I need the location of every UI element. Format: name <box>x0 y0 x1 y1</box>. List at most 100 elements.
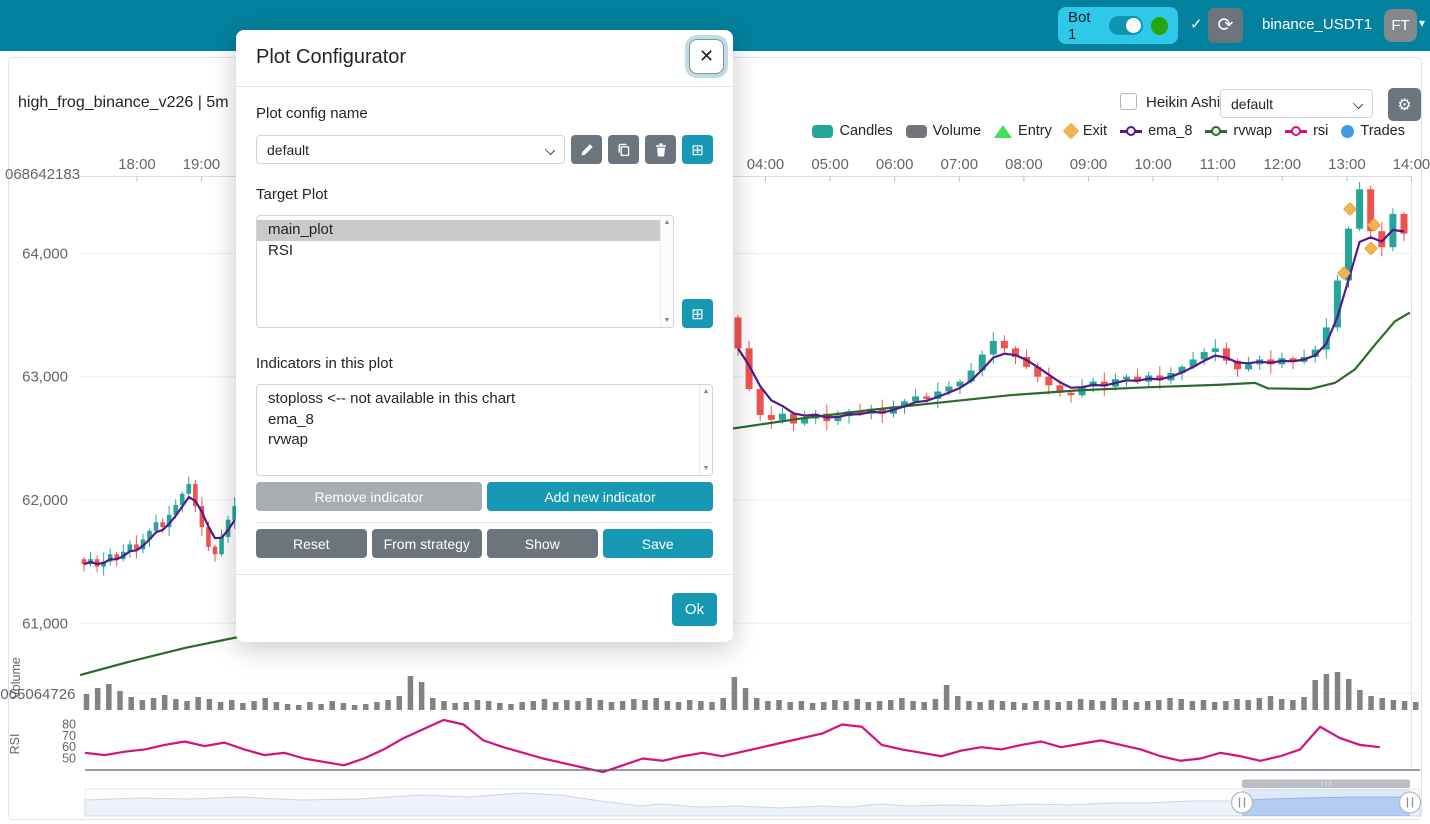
show-button[interactable]: Show <box>487 529 598 558</box>
config-name-select[interactable]: default <box>256 135 565 164</box>
volume-bar <box>195 697 201 710</box>
volume-bar <box>508 704 514 710</box>
rsi-legend-glyph <box>1285 126 1308 136</box>
volume-bar <box>161 695 168 710</box>
volume-bar <box>765 701 771 710</box>
chart-settings-button[interactable]: ⚙ <box>1388 88 1421 121</box>
volume-bar <box>832 700 838 710</box>
scroll-down-icon[interactable]: ▼ <box>663 317 671 324</box>
volume-bar <box>452 703 458 710</box>
volume-bar <box>351 705 358 710</box>
volume-bar <box>966 701 972 710</box>
rvwap-line <box>732 311 1411 430</box>
plot-config-select[interactable]: default <box>1220 89 1373 118</box>
candle-body <box>199 506 205 528</box>
add-config-button[interactable]: ⊞ <box>682 135 713 164</box>
plus-box-icon: ⊞ <box>691 305 704 323</box>
ok-button[interactable]: Ok <box>672 593 717 626</box>
scroll-up-icon[interactable]: ▲ <box>702 388 710 395</box>
volume-bar <box>1066 701 1073 710</box>
candle-body <box>193 483 198 507</box>
refresh-icon: ⟳ <box>1217 15 1234 36</box>
candle-body <box>186 483 192 494</box>
scrollbar[interactable]: ▲ ▼ <box>699 385 712 475</box>
candle-body <box>1178 366 1186 374</box>
bot-selector[interactable]: Bot 1 <box>1058 7 1178 44</box>
add-new-indicator-button[interactable]: Add new indicator <box>487 482 713 511</box>
candle-body <box>160 522 165 528</box>
candle-body <box>767 414 775 420</box>
candle-body <box>1034 366 1042 377</box>
datazoom-handle[interactable] <box>1230 791 1254 814</box>
rsi-tick-label: 50 <box>62 752 76 766</box>
volume-bar <box>932 699 939 710</box>
candle-body <box>856 411 864 414</box>
candle-body <box>1245 364 1253 370</box>
exit-marker-diamond <box>1343 202 1357 216</box>
bot-toggle[interactable] <box>1109 16 1143 35</box>
candle-body <box>212 546 218 555</box>
indicators-list[interactable]: stoploss <-- not available in this chart… <box>256 384 713 476</box>
volume-bar <box>1089 700 1095 710</box>
save-button[interactable]: Save <box>602 529 713 558</box>
volume-bar <box>94 688 101 710</box>
remove-indicator-button[interactable]: Remove indicator <box>256 482 482 511</box>
scrollbar[interactable]: ▲ ▼ <box>660 216 673 327</box>
toggle-knob <box>1125 18 1141 33</box>
candle-body <box>1023 356 1031 367</box>
datazoom-handle[interactable] <box>1398 791 1422 814</box>
legend-item-ema_8[interactable]: ema_8 <box>1120 123 1192 139</box>
candle-body <box>114 554 120 560</box>
volume-bar <box>307 702 313 710</box>
list-item[interactable]: main_plot <box>257 220 673 241</box>
legend-label: Volume <box>932 123 982 139</box>
legend-label: Candles <box>839 123 893 139</box>
legend-item-trades[interactable]: Trades <box>1341 123 1405 139</box>
volume-bar <box>910 701 916 710</box>
list-item[interactable]: rvwap <box>268 431 309 448</box>
chevron-down-icon[interactable]: ▾ <box>1419 16 1426 30</box>
duplicate-config-button[interactable] <box>608 135 639 164</box>
scroll-down-icon[interactable]: ▼ <box>702 465 710 472</box>
list-item[interactable]: stoploss <-- not available in this chart <box>268 390 516 407</box>
volume-bar <box>999 701 1006 710</box>
plot-config-select-value: default <box>1231 95 1274 112</box>
candle-body <box>1367 189 1375 232</box>
legend-item-entry[interactable]: Entry <box>994 123 1052 139</box>
avatar[interactable]: FT <box>1384 9 1417 42</box>
legend-item-exit[interactable]: Exit <box>1062 122 1107 140</box>
candle-body <box>1333 280 1341 328</box>
candle-body <box>134 544 139 550</box>
candle-body <box>1345 228 1352 281</box>
chevron-down-icon <box>544 144 556 156</box>
legend-item-candles[interactable]: Candles <box>812 123 893 139</box>
close-button[interactable]: ✕ <box>689 39 724 74</box>
add-subplot-button[interactable]: ⊞ <box>682 299 713 328</box>
list-item[interactable]: RSI <box>268 241 294 259</box>
delete-config-button[interactable] <box>645 135 676 164</box>
heikin-ashi-checkbox[interactable] <box>1120 93 1137 110</box>
legend-item-volume[interactable]: Volume <box>905 123 982 139</box>
candle-body <box>967 370 975 382</box>
volume-bar <box>1010 702 1017 710</box>
volume-bar <box>1412 702 1419 710</box>
scroll-up-icon[interactable]: ▲ <box>663 219 671 226</box>
refresh-button[interactable]: ⟳ <box>1208 8 1243 43</box>
target-plot-list[interactable]: main_plot RSI ▲ ▼ <box>256 215 674 328</box>
rename-config-button[interactable] <box>571 135 602 164</box>
pencil-icon <box>581 143 593 155</box>
volume-bar <box>1167 698 1173 710</box>
candle-body <box>1067 392 1075 396</box>
reset-button[interactable]: Reset <box>256 529 367 558</box>
legend-item-rvwap[interactable]: rvwap <box>1205 123 1272 139</box>
list-item[interactable]: ema_8 <box>268 410 314 428</box>
ema_8-legend-glyph <box>1120 126 1143 136</box>
volume-bar <box>1077 699 1084 710</box>
from-strategy-button[interactable]: From strategy <box>371 529 482 558</box>
volume-bar <box>1044 700 1050 710</box>
candle-body <box>1134 376 1142 382</box>
legend-item-rsi[interactable]: rsi <box>1285 123 1328 139</box>
volume-bar <box>1122 700 1129 710</box>
volume-bar <box>1189 701 1196 710</box>
volume-bar <box>1133 702 1140 710</box>
